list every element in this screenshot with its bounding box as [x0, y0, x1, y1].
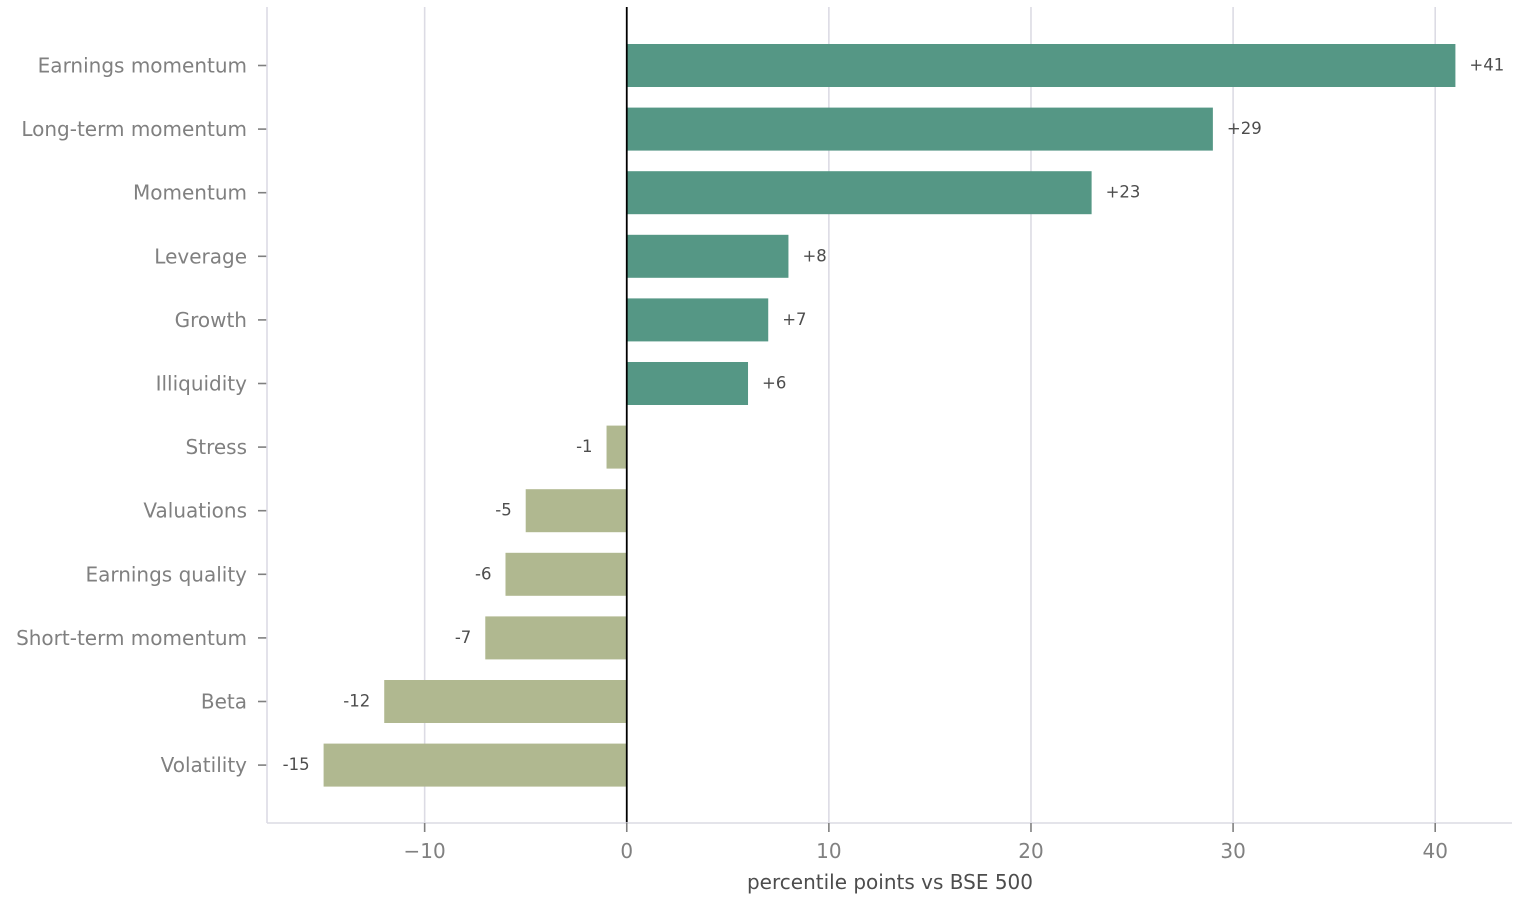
bar-1	[626, 107, 1213, 151]
bar-3	[626, 234, 789, 278]
x-tick-label-4: 30	[1220, 839, 1245, 863]
value-label-9: -7	[455, 628, 471, 647]
x-tick-label-0: −10	[404, 839, 446, 863]
bar-7	[525, 489, 627, 533]
category-label-3: Leverage	[154, 244, 247, 268]
value-label-5: +6	[762, 374, 786, 393]
bar-11	[323, 743, 627, 787]
x-tick-label-3: 20	[1018, 839, 1043, 863]
bar-2	[626, 171, 1092, 215]
value-label-3: +8	[802, 246, 826, 265]
category-label-9: Short-term momentum	[16, 626, 247, 650]
x-tick-label-1: 0	[620, 839, 633, 863]
bars	[323, 44, 1456, 787]
category-label-10: Beta	[201, 690, 247, 714]
value-label-6: -1	[576, 437, 592, 456]
value-label-2: +23	[1106, 183, 1141, 202]
bar-8	[505, 552, 627, 596]
category-label-0: Earnings momentum	[38, 54, 247, 78]
labels: Earnings momentum +41 Long-term momentum +2…	[16, 54, 1504, 864]
bar-9	[485, 616, 627, 660]
bar-4	[626, 298, 769, 342]
bar-10	[384, 680, 627, 723]
category-label-2: Momentum	[133, 181, 247, 205]
value-label-7: -5	[495, 501, 511, 520]
bar-0	[626, 44, 1456, 87]
x-tick-label-5: 40	[1422, 839, 1447, 863]
category-label-11: Volatility	[161, 753, 248, 777]
category-label-8: Earnings quality	[85, 562, 247, 586]
value-label-11: -15	[283, 755, 310, 774]
axes	[258, 7, 1512, 832]
bar-6	[606, 425, 627, 469]
category-label-7: Valuations	[143, 499, 247, 523]
category-label-4: Growth	[175, 308, 247, 332]
category-label-5: Illiquidity	[156, 372, 248, 396]
x-axis-title: percentile points vs BSE 500	[747, 870, 1033, 894]
x-tick-label-2: 10	[816, 839, 841, 863]
value-label-8: -6	[475, 564, 491, 583]
category-label-6: Stress	[186, 435, 247, 459]
value-label-4: +7	[782, 310, 806, 329]
bar-5	[626, 362, 749, 405]
value-label-10: -12	[343, 692, 370, 711]
value-label-0: +41	[1469, 56, 1504, 75]
value-label-1: +29	[1227, 119, 1262, 138]
category-label-1: Long-term momentum	[21, 117, 247, 141]
